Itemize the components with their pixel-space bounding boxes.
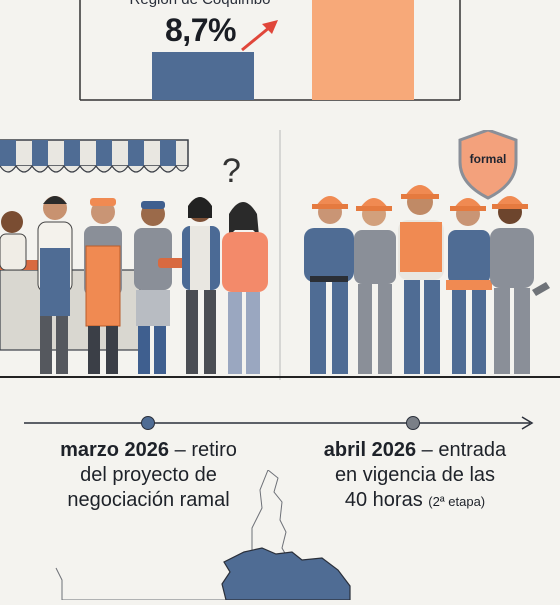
event-text: del proyecto de (80, 464, 217, 486)
event-text: negociación ramal (67, 489, 230, 511)
region-map (0, 469, 560, 601)
timeline-dot-april (406, 416, 420, 430)
worker-figure (304, 196, 354, 374)
shield-label: formal (470, 152, 507, 166)
trend-arrowhead-icon (262, 20, 278, 34)
bar-right (312, 0, 414, 100)
chart-fragment: Región de Coquimbo 8,7% (0, 0, 560, 110)
event-text: en vigencia de las (334, 464, 496, 486)
worker-figure (134, 201, 192, 374)
chart-canvas (79, 0, 461, 101)
event-date-april: abril 2026 (323, 439, 417, 461)
worker-figure (182, 197, 220, 374)
dash: – (416, 439, 439, 461)
worker-figure (354, 198, 396, 374)
workers-illustration: ? (0, 128, 560, 390)
timeline-event-april: abril 2026 – entrada en vigencia de las … (295, 438, 535, 514)
informal-workers-group (0, 196, 268, 374)
timeline-arrow-icon (521, 416, 534, 430)
formal-workers-group (304, 185, 550, 374)
map-canvas (55, 469, 351, 601)
worker-figure (222, 202, 268, 374)
bar-left (152, 52, 254, 100)
timeline-event-march: marzo 2026 – retiro del proyecto de nego… (36, 438, 261, 513)
event-text: retiro (191, 439, 237, 461)
event-text: 40 horas (344, 489, 423, 511)
highlighted-region (221, 547, 351, 601)
event-note: (2ª etapa) (428, 494, 486, 509)
timeline: marzo 2026 – retiro del proyecto de nego… (0, 405, 560, 515)
timeline-axis (24, 416, 534, 430)
formal-shield-icon: formal (458, 128, 518, 200)
worker-figure (490, 196, 550, 374)
question-mark-icon: ? (222, 152, 241, 190)
percent-value: 8,7% (165, 12, 236, 48)
worker-figure (84, 198, 122, 374)
timeline-dot-march (141, 416, 155, 430)
dash: – (169, 439, 192, 461)
worker-figure (37, 196, 73, 374)
event-text: entrada (438, 439, 507, 461)
event-date-march: marzo 2026 (60, 439, 170, 461)
workers-canvas: ? (0, 128, 560, 380)
worker-figure (446, 198, 492, 374)
trend-arrow-icon (241, 25, 271, 52)
worker-figure (398, 185, 444, 374)
worker-figure (0, 211, 27, 271)
region-label: Región de Coquimbo (100, 0, 300, 8)
